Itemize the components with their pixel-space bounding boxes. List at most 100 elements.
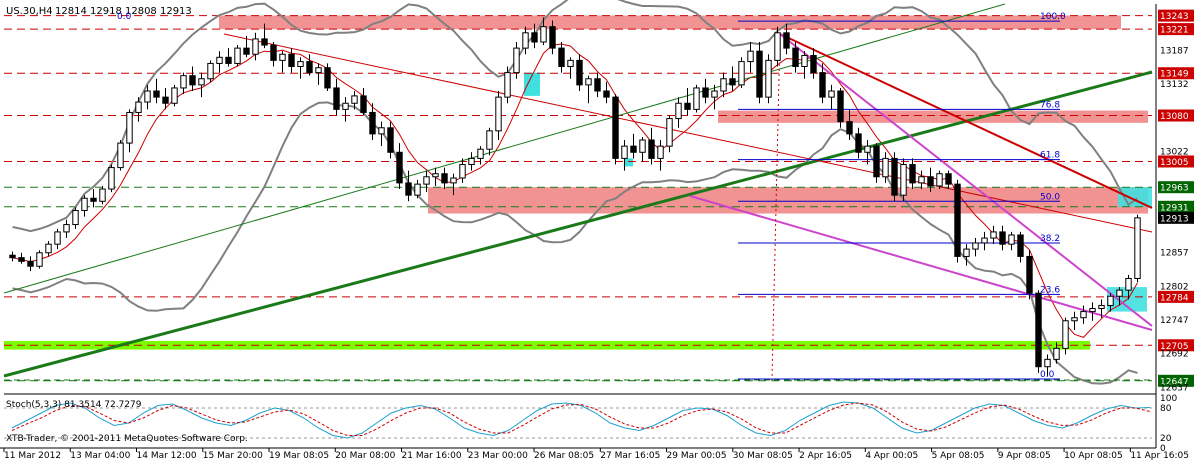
candle-body bbox=[1134, 217, 1141, 279]
price-label-bg bbox=[1158, 9, 1194, 22]
candle-body bbox=[783, 32, 790, 49]
candle-body bbox=[198, 78, 205, 86]
candle-body bbox=[621, 145, 628, 159]
candle-body bbox=[693, 87, 700, 110]
price-label-bg bbox=[1158, 211, 1194, 224]
price-axis-label: 13243 bbox=[1160, 12, 1189, 22]
time-axis-label: 10 Apr 08:05 bbox=[1064, 451, 1123, 461]
price-axis-label: 13005 bbox=[1160, 158, 1189, 168]
candle-body bbox=[27, 260, 34, 267]
candle-body bbox=[441, 173, 448, 184]
candle-body bbox=[396, 151, 403, 184]
candle-body bbox=[792, 47, 799, 67]
candle-body bbox=[189, 75, 196, 86]
candle-body bbox=[63, 224, 70, 233]
bollinger-upper bbox=[12, 0, 1139, 233]
candle-body bbox=[828, 90, 835, 98]
time-axis-label: 29 Mar 00:05 bbox=[667, 451, 727, 461]
bollinger-lower bbox=[12, 101, 1138, 385]
price-axis-label: 12692 bbox=[1160, 350, 1189, 360]
candle-body bbox=[270, 44, 277, 61]
resistance-zone-13243 bbox=[219, 15, 1121, 30]
candle-body bbox=[1026, 255, 1033, 294]
candle-body bbox=[162, 96, 169, 104]
price-axis-label: 12647 bbox=[1160, 377, 1189, 387]
candle-body bbox=[549, 26, 556, 49]
fib-level-label: 76.8 bbox=[1040, 100, 1060, 110]
price-axis-label: 12857 bbox=[1160, 249, 1189, 259]
candle-body bbox=[1089, 308, 1096, 313]
candle-body bbox=[234, 47, 241, 64]
time-axis-label: 23 Mar 00:00 bbox=[468, 451, 528, 461]
time-axis-label: 11 Mar 2012 bbox=[4, 451, 61, 461]
candle-body bbox=[720, 78, 727, 92]
candle-body bbox=[945, 173, 952, 185]
time-axis-label: 14 Mar 12:00 bbox=[137, 451, 197, 461]
time-axis-label: 15 Mar 20:00 bbox=[203, 451, 263, 461]
candle-body bbox=[261, 38, 268, 46]
magenta-trendline-1 bbox=[779, 33, 1153, 327]
price-axis-label: 13132 bbox=[1160, 80, 1189, 90]
green-zone-12705 bbox=[4, 340, 1090, 350]
price-label-bg bbox=[1158, 67, 1194, 80]
fib-level-label: 61.8 bbox=[1040, 151, 1060, 161]
candle-body bbox=[387, 127, 394, 153]
price-axis-label: 12913 bbox=[1160, 214, 1189, 224]
magenta-trendline-2 bbox=[689, 195, 1153, 331]
stoch-level-label: 80 bbox=[1160, 404, 1172, 414]
candle-body bbox=[99, 188, 106, 202]
candle-body bbox=[882, 157, 889, 178]
candle-body bbox=[603, 90, 610, 98]
candle-body bbox=[81, 197, 88, 211]
candle-body bbox=[216, 56, 223, 64]
candle-body bbox=[1044, 358, 1051, 368]
candle-body bbox=[171, 87, 178, 104]
candle-body bbox=[117, 142, 124, 169]
candle-body bbox=[1017, 234, 1024, 257]
candle-body bbox=[585, 78, 592, 86]
stoch-level-label: 100 bbox=[1160, 394, 1177, 404]
candle-body bbox=[477, 148, 484, 159]
candle-body bbox=[297, 61, 304, 67]
candle-body bbox=[666, 118, 673, 147]
price-axis-label: 12637 bbox=[1160, 383, 1189, 393]
candle-body bbox=[54, 231, 61, 245]
fib-level-label: 23.6 bbox=[1040, 285, 1060, 295]
candle-body bbox=[639, 139, 646, 153]
price-axis-label: 13187 bbox=[1160, 46, 1189, 56]
candle-body bbox=[351, 95, 358, 104]
candle-body bbox=[108, 167, 115, 190]
time-axis-label: 2 Apr 16:05 bbox=[799, 451, 852, 461]
candle-body bbox=[333, 87, 340, 110]
price-label-bg bbox=[1158, 339, 1194, 352]
candle-body bbox=[972, 242, 979, 250]
candle-body bbox=[531, 32, 538, 43]
candle-body bbox=[891, 157, 898, 196]
candle-body bbox=[756, 50, 763, 98]
candle-body bbox=[9, 254, 16, 259]
time-axis-label: 27 Mar 16:05 bbox=[600, 451, 660, 461]
candle-body bbox=[774, 32, 781, 61]
price-axis-label: 12784 bbox=[1160, 293, 1189, 303]
candle-body bbox=[684, 102, 691, 110]
candle-body bbox=[747, 50, 754, 63]
ohlc-label: 12814 12918 12808 12913 bbox=[55, 6, 192, 17]
candle-body bbox=[612, 96, 619, 159]
candle-body bbox=[342, 102, 349, 110]
candle-body bbox=[135, 101, 142, 113]
time-axis-label: 21 Mar 16:00 bbox=[402, 451, 462, 461]
price-label-bg bbox=[1158, 290, 1194, 303]
candle-body bbox=[657, 145, 664, 159]
price-label-bg bbox=[1158, 109, 1194, 122]
candle-body bbox=[1008, 234, 1015, 245]
candle-body bbox=[702, 87, 709, 98]
candle-body bbox=[468, 157, 475, 166]
candle-body bbox=[738, 61, 745, 86]
price-axis-label: 13221 bbox=[1160, 26, 1189, 36]
green-trendline-thin bbox=[3, 3, 1006, 294]
candle-body bbox=[864, 145, 871, 153]
candle-body bbox=[837, 90, 844, 123]
candle-body bbox=[648, 139, 655, 159]
time-axis-label: 13 Mar 04:00 bbox=[70, 451, 130, 461]
